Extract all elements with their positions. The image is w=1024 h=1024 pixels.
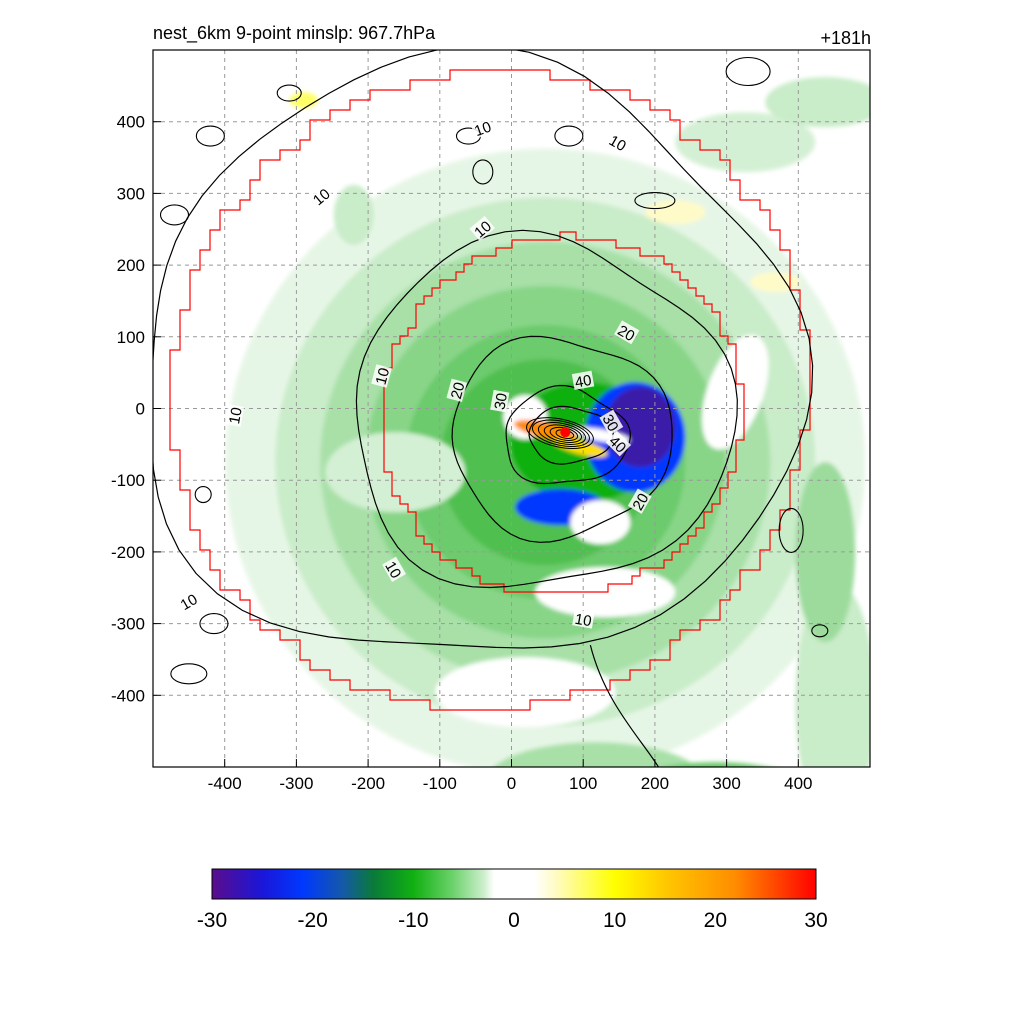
chart-title: nest_6km 9-point minslp: 967.7hPa <box>153 23 436 44</box>
contour-eyewall <box>537 422 586 445</box>
contour-label: 10 <box>606 132 629 155</box>
y-tick-label: 100 <box>117 328 145 347</box>
colorbar-tick-label: 0 <box>508 909 520 932</box>
y-tick-label: -100 <box>111 471 145 490</box>
contour-label: 10 <box>226 406 246 425</box>
colorbar: -30 -20 -10 0 10 20 30 <box>197 868 828 932</box>
contour-small <box>472 159 494 185</box>
contour-10-south <box>589 644 659 767</box>
contour-small <box>194 485 212 504</box>
contour-30 <box>505 384 631 485</box>
contour-40 <box>528 405 614 465</box>
contour-label: 20 <box>629 490 652 513</box>
wind-shading-field <box>225 77 870 767</box>
colorbar-tick-label: 30 <box>804 909 827 932</box>
contour-small <box>725 56 771 87</box>
x-tick-label: -400 <box>208 774 242 793</box>
x-tick-label: 100 <box>569 774 597 793</box>
x-tick-label: -200 <box>351 774 385 793</box>
x-tick-label: 400 <box>784 774 812 793</box>
contour-small <box>159 204 190 226</box>
x-tick-label: 200 <box>641 774 669 793</box>
forecast-hour: +181h <box>820 28 871 48</box>
contour-20 <box>451 335 673 543</box>
colorbar-tick-label: -20 <box>297 909 327 932</box>
x-tick-label: 300 <box>712 774 740 793</box>
contour-label: 10 <box>373 366 394 387</box>
x-tick-label: -300 <box>279 774 313 793</box>
y-tick-label: 200 <box>117 256 145 275</box>
colorbar-tick-label: 10 <box>603 909 626 932</box>
contour-label: 20 <box>448 380 469 401</box>
contour-small <box>276 84 302 102</box>
contour-label: 10 <box>573 611 592 631</box>
contour-small <box>634 192 676 210</box>
colorbar-tick-label: -10 <box>398 909 428 932</box>
contour-small <box>170 663 208 685</box>
contour-label: 10 <box>472 118 493 140</box>
y-axis: 400 300 200 100 0 -100 -200 -300 -400 <box>111 113 161 705</box>
contour-10-outer <box>153 50 814 649</box>
contour-eyewall <box>543 424 583 443</box>
y-tick-label: -400 <box>111 686 145 705</box>
y-tick-label: 400 <box>117 113 145 132</box>
y-tick-label: -300 <box>111 615 145 634</box>
contour-small <box>199 613 229 635</box>
contour-10-inner <box>355 229 738 589</box>
outer-nest-boundary <box>169 69 811 711</box>
contour-label: 30 <box>598 412 621 435</box>
storm-center-marker <box>560 427 571 438</box>
colorbar-gradient <box>211 868 817 900</box>
nest-boundary-outlines <box>169 69 811 711</box>
contour-label: 30 <box>491 392 511 411</box>
y-tick-label: 300 <box>117 184 145 203</box>
contour-small <box>554 125 584 147</box>
contour-small <box>778 507 804 553</box>
contour-eyewall <box>526 417 594 449</box>
contour-label: 20 <box>614 322 637 345</box>
colorbar-ticks: -30 -20 -10 0 10 20 30 <box>197 909 828 932</box>
contour-small <box>195 125 225 147</box>
contour-eyewall <box>531 419 590 447</box>
colorbar-tick-label: -30 <box>197 909 227 932</box>
contour-label: 10 <box>381 559 404 582</box>
pressure-contours <box>153 50 829 767</box>
x-axis: -400 -300 -200 -100 0 100 200 300 400 <box>208 759 812 793</box>
y-tick-label: 0 <box>136 400 145 419</box>
contour-label: 40 <box>574 372 593 392</box>
x-tick-label: 0 <box>507 774 516 793</box>
y-tick-label: -200 <box>111 543 145 562</box>
inner-nest-boundary <box>383 231 745 593</box>
contour-small <box>811 624 829 638</box>
colorbar-tick-label: 20 <box>704 909 727 932</box>
x-tick-label: -100 <box>423 774 457 793</box>
contour-label: 10 <box>178 591 201 614</box>
